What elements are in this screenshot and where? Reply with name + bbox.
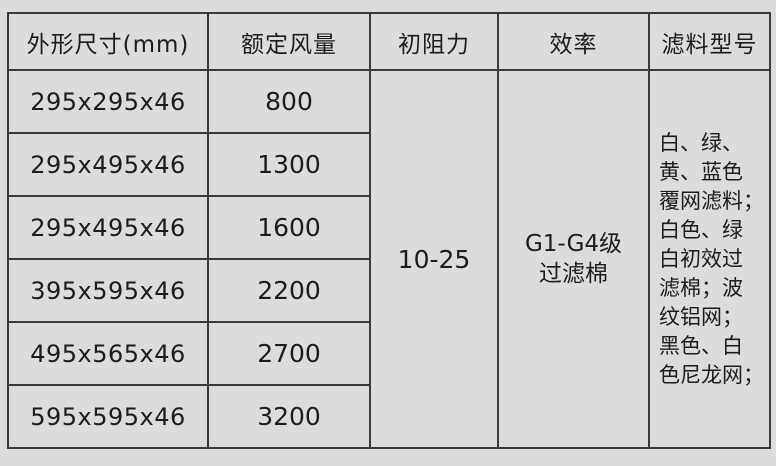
dimension-cell: 295x295x46 — [7, 69, 209, 134]
airflow-cell: 2700 — [207, 321, 371, 386]
airflow-cell: 3200 — [207, 384, 371, 449]
header-efficiency: 效率 — [497, 12, 650, 71]
table-row: 295x495x46 1600 — [7, 195, 770, 260]
dimension-cell: 295x495x46 — [7, 132, 209, 197]
filter-material-cell: 白、绿、 黄、蓝色 覆网滤料； 白色、绿 白初效过 滤棉；波 纹铝网； 黑色、白… — [648, 69, 771, 449]
dimension-cell: 395x595x46 — [7, 258, 209, 323]
airflow-cell: 800 — [207, 69, 371, 134]
table-row: 595x595x46 3200 — [7, 384, 770, 449]
table-row: 395x595x46 2200 — [7, 258, 770, 323]
table-row: 295x295x46 800 10-25 G1-G4级 过滤棉 白、绿、 黄、蓝… — [7, 69, 771, 449]
header-dimensions: 外形尺寸(mm) — [7, 12, 209, 71]
header-airflow: 额定风量 — [207, 12, 371, 71]
airflow-cell: 1600 — [207, 195, 371, 260]
header-filter-material: 滤料型号 — [648, 12, 771, 71]
dimension-cell: 295x495x46 — [7, 195, 209, 260]
dimension-cell: 495x565x46 — [7, 321, 209, 386]
dimension-cell: 595x595x46 — [7, 384, 209, 449]
table-row: 295x495x46 1300 — [7, 132, 770, 197]
initial-resistance-cell: 10-25 — [369, 69, 499, 449]
airflow-cell: 1300 — [207, 132, 371, 197]
efficiency-cell: G1-G4级 过滤棉 — [497, 69, 650, 449]
header-row: 外形尺寸(mm) 额定风量 初阻力 效率 滤料型号 — [7, 12, 771, 71]
airflow-cell: 2200 — [207, 258, 371, 323]
table-row: 495x565x46 2700 — [7, 321, 770, 386]
filter-spec-table: 外形尺寸(mm) 额定风量 初阻力 效率 滤料型号 295x295x46 800… — [7, 12, 771, 449]
header-initial-resistance: 初阻力 — [369, 12, 499, 71]
